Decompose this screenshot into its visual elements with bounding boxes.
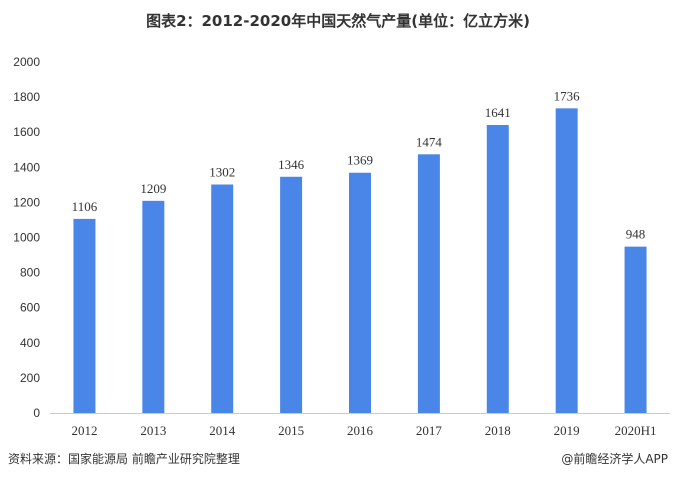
data-label-2020H1: 948 — [626, 227, 646, 242]
data-label-2012: 1106 — [72, 199, 98, 214]
source-note: 资料来源：国家能源局 前瞻产业研究院整理 — [8, 452, 240, 466]
data-label-2018: 1641 — [485, 105, 511, 120]
y-tick-label: 1800 — [13, 90, 40, 104]
bars — [73, 108, 647, 414]
x-tick-label-2018: 2018 — [485, 423, 511, 438]
x-tick-label-2013: 2013 — [140, 423, 166, 438]
bar-2013 — [142, 200, 165, 413]
bar-2018 — [486, 125, 509, 413]
y-tick-label: 2000 — [13, 55, 40, 69]
bar-2015 — [280, 176, 303, 413]
x-tick-label-2017: 2017 — [416, 423, 443, 438]
x-tick-label-2020H1: 2020H1 — [615, 423, 657, 438]
x-tick-label-2015: 2015 — [278, 423, 304, 438]
data-label-2016: 1369 — [347, 153, 373, 168]
data-label-2013: 1209 — [140, 181, 166, 196]
chart-title: 图表2：2012-2020年中国天然气产量(单位：亿立方米) — [146, 12, 530, 30]
bar-2017 — [417, 154, 440, 414]
y-tick-label: 1000 — [13, 231, 40, 245]
bar-2012 — [73, 218, 96, 413]
y-tick-label: 200 — [20, 371, 40, 385]
y-tick-label: 0 — [33, 406, 40, 420]
y-tick-label: 1400 — [13, 160, 40, 174]
data-label-2014: 1302 — [209, 164, 235, 179]
x-tick-label-2016: 2016 — [347, 423, 374, 438]
y-tick-label: 800 — [20, 266, 40, 280]
bar-chart: 0 200 400 600 800 1000 1200 1400 1600 1800 2000 11… — [13, 55, 670, 438]
bar-2016 — [349, 172, 371, 413]
y-axis-ticks: 0 200 400 600 800 1000 1200 1400 1600 1800 2000 — [13, 55, 40, 420]
y-tick-label: 1600 — [13, 125, 40, 139]
credit-note: @前瞻经济学人APP — [561, 452, 668, 466]
y-tick-label: 600 — [20, 301, 40, 315]
y-tick-label: 400 — [20, 336, 40, 350]
data-label-2019: 1736 — [554, 88, 581, 103]
y-tick-label: 1200 — [13, 195, 40, 209]
data-label-2015: 1346 — [278, 157, 305, 172]
data-label-2017: 1474 — [416, 134, 443, 149]
data-labels: 1106 1209 1302 1346 1369 1474 1641 1736 948 — [72, 88, 646, 241]
x-tick-label-2012: 2012 — [71, 423, 97, 438]
bar-2014 — [211, 184, 234, 413]
bar-2020H1 — [624, 246, 647, 413]
bar-2019 — [555, 108, 578, 413]
x-tick-label-2019: 2019 — [554, 423, 580, 438]
x-tick-label-2014: 2014 — [209, 423, 236, 438]
x-axis-ticks: 2012 2013 2014 2015 2016 2017 2018 2019 2020H1 — [71, 423, 656, 438]
